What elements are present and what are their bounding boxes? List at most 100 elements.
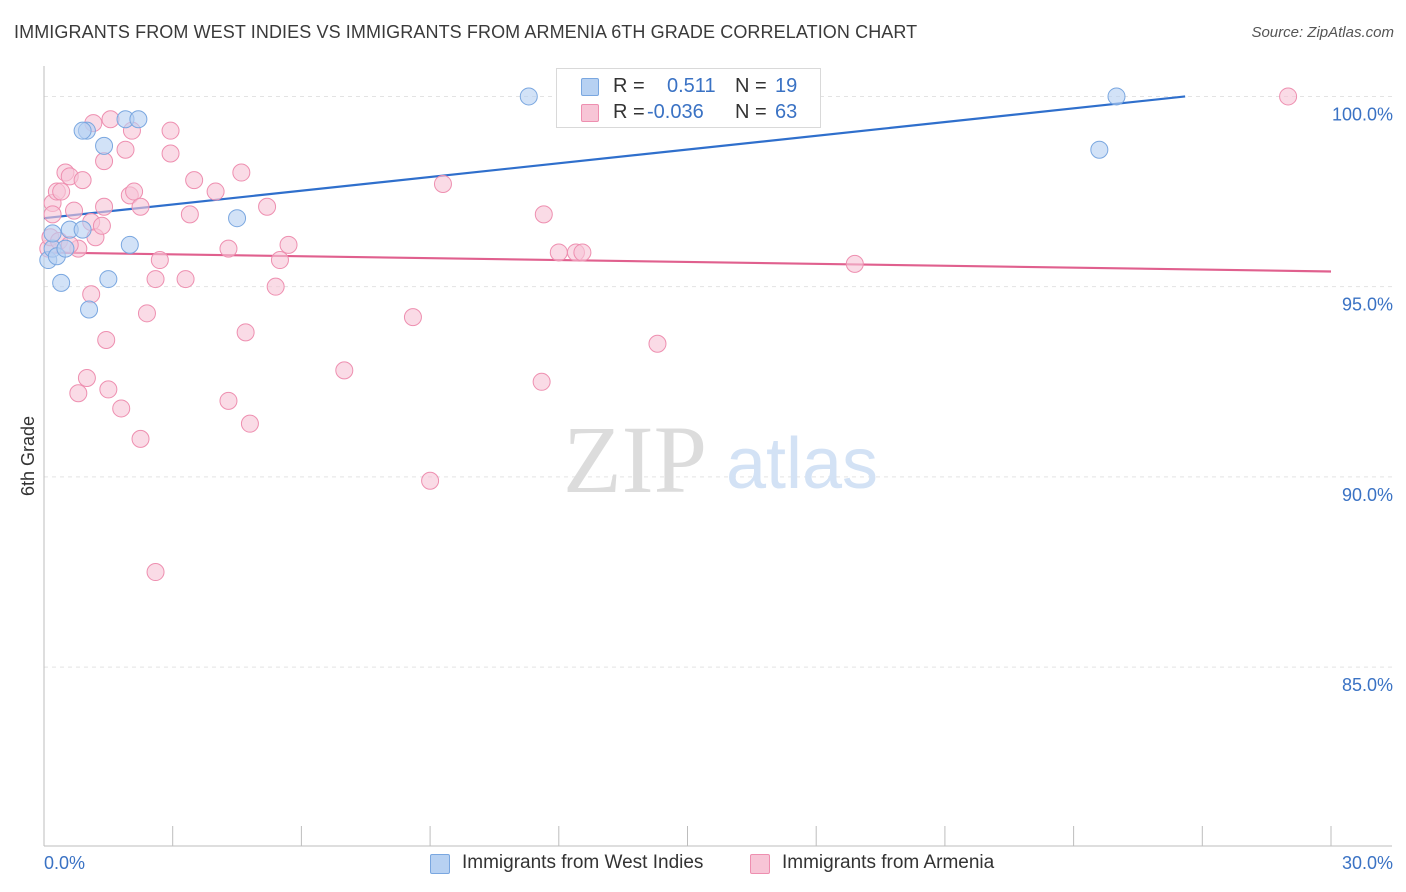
- point-armenia: [1279, 87, 1298, 106]
- point-west-indies: [120, 235, 139, 254]
- legend-r-value-west-indies: 0.511: [667, 75, 716, 97]
- y-tick-label: 95.0%: [1342, 295, 1393, 315]
- watermark-atlas: atlas: [726, 424, 878, 504]
- y-tick-label: 85.0%: [1342, 675, 1393, 695]
- point-armenia: [116, 140, 135, 159]
- point-armenia: [421, 471, 440, 490]
- point-armenia: [279, 235, 298, 254]
- bottom-legend-swatch-armenia: [750, 854, 770, 874]
- legend-swatch-west-indies: [581, 78, 599, 96]
- bottom-legend-label-west-indies: Immigrants from West Indies: [462, 852, 704, 873]
- point-armenia: [206, 182, 225, 201]
- source-label: Source: ZipAtlas.com: [1251, 24, 1394, 41]
- point-armenia: [95, 197, 114, 216]
- legend-r-label: R =: [613, 101, 645, 123]
- bottom-legend-west-indies: Immigrants from West Indies: [430, 852, 730, 876]
- point-armenia: [137, 304, 156, 323]
- point-armenia: [95, 152, 114, 171]
- point-west-indies: [80, 300, 99, 319]
- point-armenia: [236, 323, 255, 342]
- legend-r-value-armenia: -0.036: [647, 101, 704, 123]
- point-west-indies: [73, 220, 92, 239]
- point-armenia: [534, 205, 553, 224]
- point-armenia: [65, 201, 84, 220]
- point-armenia: [403, 308, 422, 327]
- y-tick-label: 100.0%: [1332, 104, 1393, 124]
- point-armenia: [146, 270, 165, 289]
- point-armenia: [43, 205, 62, 224]
- grid-lines: [44, 95, 1392, 668]
- point-west-indies: [52, 273, 71, 292]
- point-west-indies: [519, 87, 538, 106]
- point-west-indies: [1090, 140, 1109, 159]
- tick-labels: 100.0% 95.0% 90.0% 85.0% 0.0% 30.0%: [44, 104, 1393, 873]
- point-armenia: [77, 369, 96, 387]
- bottom-legend-swatch-west-indies: [430, 854, 450, 874]
- point-armenia: [131, 429, 150, 448]
- bottom-legend-label-armenia: Immigrants from Armenia: [782, 852, 995, 873]
- trend-lines: [43, 95, 1332, 273]
- trend-line-west-indies: [43, 95, 1186, 220]
- point-armenia: [180, 205, 199, 224]
- axes: [43, 66, 1392, 847]
- point-armenia: [82, 285, 101, 304]
- legend-n-value-west-indies: 19: [775, 75, 798, 97]
- point-west-indies: [228, 209, 247, 228]
- data-points: [39, 87, 1298, 582]
- legend-row-west-indies: R = 0.511 N = 19: [557, 75, 820, 99]
- point-west-indies: [1107, 87, 1126, 106]
- x-tick-label: 30.0%: [1342, 853, 1393, 873]
- point-armenia: [266, 277, 285, 296]
- point-armenia: [648, 334, 667, 353]
- legend-r-label: R =: [613, 75, 645, 97]
- legend-n-label: N =: [735, 101, 767, 123]
- legend-n-value-armenia: 63: [775, 101, 798, 123]
- watermark-zip: ZIP: [563, 406, 707, 513]
- point-armenia: [335, 361, 354, 380]
- point-armenia: [146, 563, 165, 582]
- bottom-legend-armenia: Immigrants from Armenia: [750, 852, 1050, 876]
- point-west-indies: [73, 121, 92, 140]
- point-armenia: [258, 197, 277, 216]
- point-armenia: [161, 144, 180, 163]
- point-armenia: [131, 197, 150, 216]
- watermark: ZIP atlas: [563, 406, 878, 513]
- point-armenia: [232, 163, 251, 182]
- correlation-legend: R = 0.511 N = 19 R = -0.036 N = 63: [556, 68, 821, 128]
- point-armenia: [161, 121, 180, 140]
- point-armenia: [219, 391, 238, 410]
- point-armenia: [532, 372, 551, 391]
- point-armenia: [92, 216, 111, 235]
- point-armenia: [125, 182, 144, 201]
- point-armenia: [97, 330, 116, 349]
- point-armenia: [185, 171, 204, 190]
- point-armenia: [845, 254, 864, 273]
- point-west-indies: [129, 110, 148, 129]
- trend-line-armenia: [43, 251, 1332, 273]
- legend-row-armenia: R = -0.036 N = 63: [557, 101, 820, 125]
- legend-swatch-armenia: [581, 104, 599, 122]
- point-armenia: [99, 380, 118, 399]
- point-west-indies: [95, 136, 114, 155]
- point-armenia: [573, 243, 592, 262]
- point-armenia: [270, 251, 289, 270]
- point-west-indies: [99, 270, 118, 289]
- point-armenia: [52, 182, 71, 201]
- point-armenia: [69, 384, 88, 403]
- point-armenia: [240, 414, 259, 433]
- x-tick-label: 0.0%: [44, 853, 85, 873]
- point-armenia: [433, 174, 452, 193]
- point-armenia: [219, 239, 238, 258]
- point-west-indies: [43, 224, 62, 243]
- point-armenia: [101, 110, 120, 129]
- legend-n-label: N =: [735, 75, 767, 97]
- y-axis-label: 6th Grade: [18, 416, 38, 496]
- point-armenia: [176, 270, 195, 289]
- point-armenia: [73, 171, 92, 190]
- point-armenia: [112, 399, 131, 418]
- y-tick-label: 90.0%: [1342, 485, 1393, 505]
- point-armenia: [150, 251, 169, 270]
- point-west-indies: [56, 239, 75, 258]
- point-armenia: [549, 243, 568, 262]
